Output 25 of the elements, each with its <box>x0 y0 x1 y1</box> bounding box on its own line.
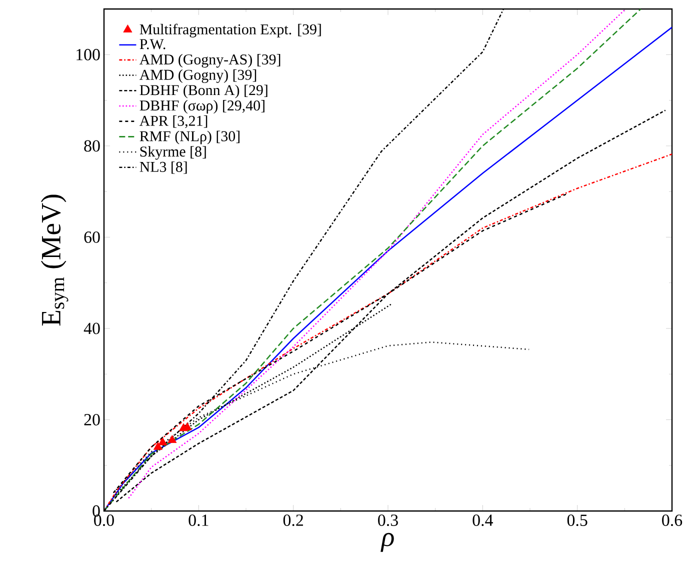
legend-label: DBHF (σωρ) [29,40] <box>140 100 264 114</box>
y-axis-title: E$_{sym}$ (MeV) <box>40 194 68 326</box>
x-axis-title: ρ <box>380 532 394 552</box>
y-tick-label: 100 <box>76 48 100 60</box>
x-tick-label: 0.1 <box>188 514 208 526</box>
x-tick-label: 0.2 <box>283 514 303 526</box>
legend-label: Skyrme [8] <box>140 146 206 160</box>
legend-label: Multifragmentation Expt. [39] <box>140 24 321 38</box>
x-tick-label: 0.3 <box>378 514 398 526</box>
legend-label: NL3 [8] <box>140 161 187 174</box>
y-tick-label: 0 <box>92 505 100 517</box>
x-tick-label: 0.0 <box>94 514 114 526</box>
y-tick-label: 80 <box>84 140 100 152</box>
legend-label: RMF (NLρ) [30] <box>140 130 240 144</box>
legend-label: AMD (Gogny-AS) [39] <box>139 54 280 68</box>
y-tick-label: 20 <box>84 414 100 426</box>
x-tick-label: 0.6 <box>662 514 682 526</box>
y-tick-label: 40 <box>84 322 100 334</box>
legend-label: APR [3,21] <box>139 115 208 128</box>
legend-label: AMD (Gogny) [39] <box>139 69 256 83</box>
legend-label: P.W. <box>140 39 166 50</box>
x-tick-label: 0.5 <box>567 514 588 526</box>
y-tick-label: 60 <box>84 231 100 243</box>
x-tick-label: 0.4 <box>472 514 493 526</box>
legend-label: DBHF (Bonn A) [29] <box>140 84 268 98</box>
